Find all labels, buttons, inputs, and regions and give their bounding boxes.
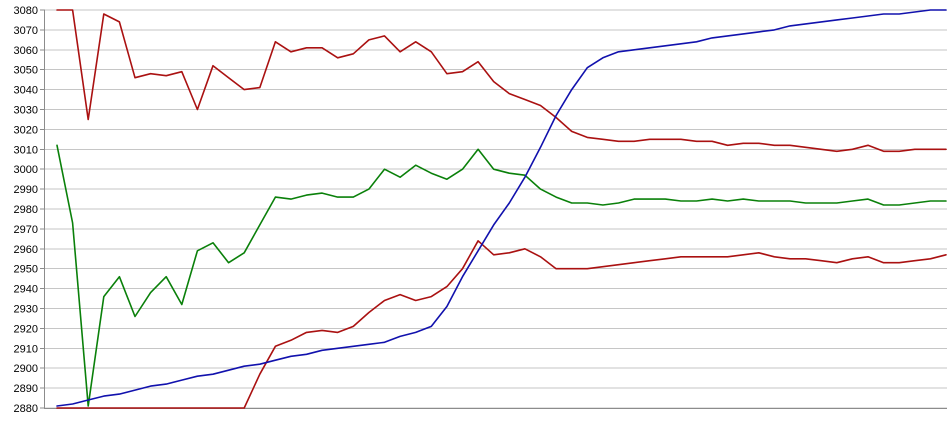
series-upper-dark-red-line	[56, 9, 947, 153]
y-tick-label: 2970	[14, 224, 38, 236]
y-tick-label: 2950	[14, 264, 38, 276]
y-tick-label: 3080	[14, 5, 38, 17]
y-tick-label: 2940	[14, 284, 38, 296]
y-tick-label: 3000	[14, 164, 38, 176]
y-tick-label: 2900	[14, 363, 38, 375]
y-tick-label: 3070	[14, 25, 38, 37]
series-green-line	[56, 144, 947, 407]
y-tick-label: 2920	[14, 323, 38, 335]
y-axis-labels: 3080 3070 3060 3050 3040 3030 3020 3010 3000 2990…	[14, 5, 38, 415]
y-tick-label: 2880	[14, 403, 38, 415]
y-tick-label: 2980	[14, 204, 38, 216]
y-tick-label: 2930	[14, 304, 38, 316]
y-tick-label: 2960	[14, 244, 38, 256]
y-tick-label: 2890	[14, 383, 38, 395]
y-tick-label: 2990	[14, 184, 38, 196]
y-tick-label: 3040	[14, 85, 38, 97]
y-tick-label: 3050	[14, 65, 38, 77]
y-tick-label: 3020	[14, 124, 38, 136]
gridlines	[40, 9, 947, 409]
series-blue-line	[56, 9, 947, 407]
y-tick-label: 3030	[14, 105, 38, 117]
y-tick-label: 2910	[14, 343, 38, 355]
y-tick-label: 3010	[14, 144, 38, 156]
series-lower-dark-red-line	[56, 240, 947, 409]
y-tick-label: 3060	[14, 45, 38, 57]
